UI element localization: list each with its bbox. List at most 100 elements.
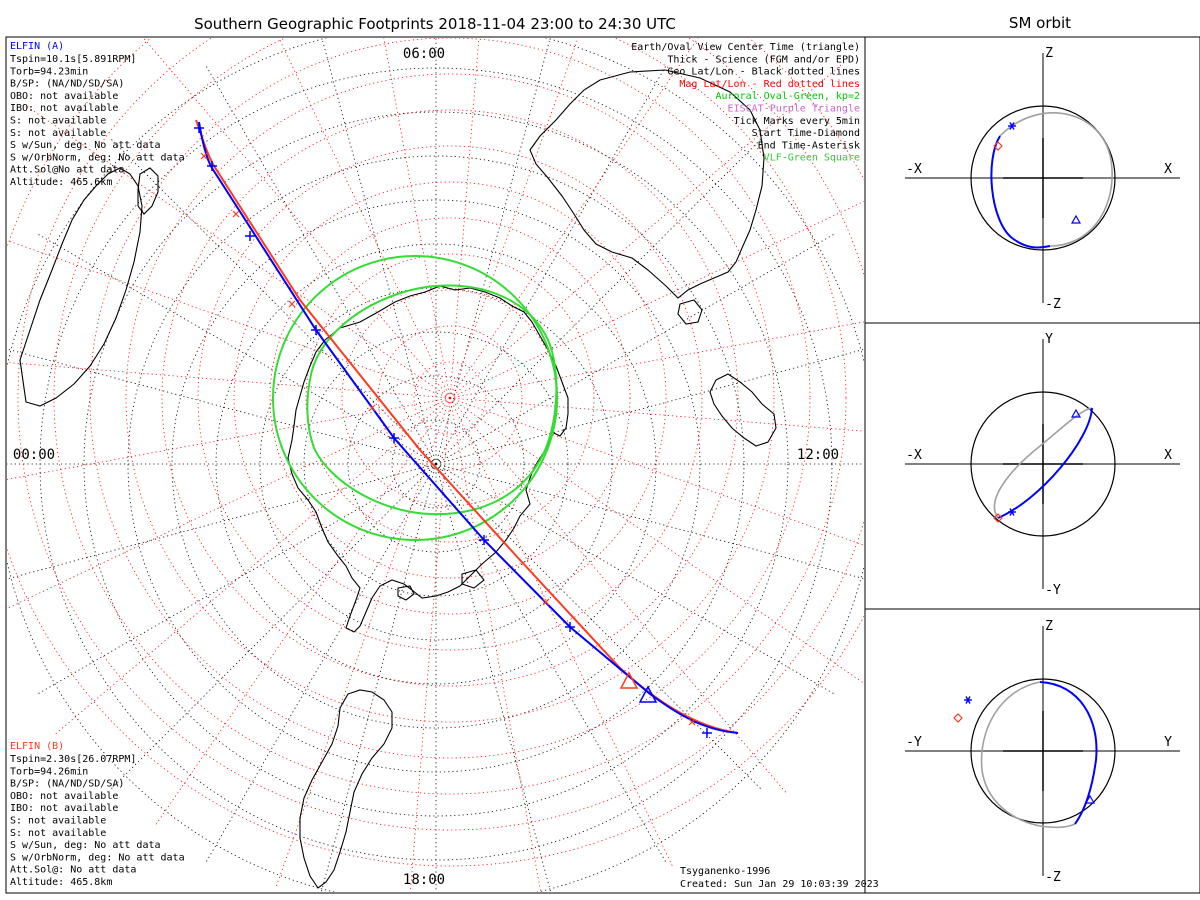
mag-lat-circle xyxy=(7,38,864,867)
orbit-axis-label-bottom: -Z xyxy=(1045,297,1061,312)
orbit-blue-path xyxy=(1039,681,1098,825)
elfin-b-title: ELFIN (B) xyxy=(10,741,64,752)
mag-lon-line xyxy=(449,397,674,868)
orbit-start-diamond xyxy=(953,713,963,723)
elfin-a-info-line: Att.Sol@No att data xyxy=(10,165,124,176)
geo-lat-circle xyxy=(391,419,481,509)
auroral-oval-inner xyxy=(306,284,558,516)
elfin-b-tick xyxy=(688,718,696,726)
mag-lon-line xyxy=(449,397,864,546)
elfin-a-info-line: OBO: not available xyxy=(10,91,118,102)
earth-circle xyxy=(970,678,1116,824)
sm-orbit-title: SM orbit xyxy=(1009,14,1071,32)
orbit-axis-label-bottom: -Y xyxy=(1045,583,1061,598)
mag-lon-line xyxy=(449,38,480,399)
legend: Earth/Oval View Center Time (triangle)Th… xyxy=(631,42,860,164)
mag-lon-line xyxy=(409,397,451,892)
orbit-blue-path xyxy=(997,407,1093,519)
geo-lat-circle xyxy=(347,375,525,553)
orbit-axis-label-bottom: -Z xyxy=(1045,870,1061,885)
orbit-view-triangle xyxy=(1070,214,1082,224)
orbit-view-triangle xyxy=(1084,794,1096,804)
legend-entry: Tick Marks every 5min xyxy=(734,116,860,127)
elfin-a-info-line: Tspin=10.1s[5.891RPM] xyxy=(10,54,136,65)
orbit-end-asterisk xyxy=(1009,508,1015,516)
mag-lon-line xyxy=(449,38,579,399)
created-label: Created: Sun Jan 29 10:03:39 2023 xyxy=(680,879,879,890)
elfin-a-title: ELFIN (A) xyxy=(10,41,64,52)
orbit-end-asterisk xyxy=(1009,122,1015,130)
geo-lon-line xyxy=(37,463,437,695)
footprint-tracks xyxy=(194,119,739,738)
elfin-b-info-line: OBO: not available xyxy=(10,791,118,802)
mag-lon-line xyxy=(449,397,864,684)
geo-lat-circle xyxy=(303,331,569,597)
falkland-coast xyxy=(461,569,485,589)
elfin-b-view-center-triangle xyxy=(619,671,639,689)
legend-entry: Geo Lat/Lon - Black dotted lines xyxy=(667,67,860,78)
geo-lat-circle xyxy=(171,199,701,729)
geo-lon-line xyxy=(205,65,437,465)
orbit-axis-label-right: X xyxy=(1164,448,1172,463)
elfin-b-info-line: S w/OrbNorm, deg: No att data xyxy=(10,852,185,863)
mag-lon-line xyxy=(7,397,451,480)
mag-lon-line xyxy=(449,38,699,399)
elfin-b-tick xyxy=(200,152,208,160)
elfin-b-info-line: Altitude: 465.8km xyxy=(10,877,112,888)
orbit-blue-path xyxy=(990,135,1051,249)
legend-entry: Earth/Oval View Center Time (triangle) xyxy=(631,42,860,53)
africa-coast xyxy=(19,167,143,407)
polar-map xyxy=(7,38,864,892)
geo-lat-circle xyxy=(83,111,789,817)
mag-lat-circle xyxy=(89,38,811,759)
orbit-gray-path xyxy=(999,112,1113,247)
mag-lon-line xyxy=(449,321,864,399)
elfin-b-info-line: Att.Sol@: No att data xyxy=(10,865,136,876)
earth-circle xyxy=(970,105,1116,251)
elfin-a-track xyxy=(198,121,739,734)
orbit-panel: Z -Z -X X xyxy=(905,46,1180,312)
geo-lon-line xyxy=(37,233,437,465)
elfin-a-info-line: S: not available xyxy=(10,116,106,127)
mag-lon-line xyxy=(53,397,451,736)
geo-lon-line xyxy=(435,463,864,580)
mag-lat-circle xyxy=(269,217,631,579)
orbit-panel: Z -Z -Y Y xyxy=(905,619,1180,885)
orbit-axis-label-top: Z xyxy=(1045,46,1053,61)
legend-entry: End Time-Asterisk xyxy=(758,140,860,151)
madagascar-coast xyxy=(137,167,159,215)
geo-lon-line xyxy=(110,463,437,790)
geo-lon-line xyxy=(435,233,835,465)
geo-lon-line xyxy=(435,463,552,892)
elfin-a-info-line: Torb=94.23min xyxy=(10,66,88,77)
mag-lon-line xyxy=(21,102,451,399)
legend-entry: VLF-Green Square xyxy=(764,153,860,164)
model-label: Tsyganenko-1996 xyxy=(680,866,770,877)
hour-labels: 06:00 00:00 12:00 18:00 xyxy=(13,46,839,888)
elfin-a-info-line: Altitude: 465.6km xyxy=(10,177,112,188)
elfin-a-info: ELFIN (A) Tspin=10.1s[5.891RPM]Torb=94.2… xyxy=(10,41,185,188)
elfin-b-tick xyxy=(288,300,296,308)
orbit-panels: Z -Z -X X Y -Y -X X Z -Z -Y Y xyxy=(905,46,1180,885)
legend-entry: Mag Lat/Lon - Red dotted lines xyxy=(679,79,860,90)
elfin-b-info: ELFIN (B) Tspin=2.30s[26.07RPM]Torb=94.2… xyxy=(10,741,185,888)
australia-coast xyxy=(529,69,765,299)
mag-lon-line xyxy=(449,397,864,432)
footer: Tsyganenko-1996 Created: Sun Jan 29 10:0… xyxy=(680,866,879,890)
orbit-end-asterisk xyxy=(965,696,971,704)
mag-lon-line xyxy=(7,239,451,399)
mag-lon-line xyxy=(449,397,788,795)
tasmania-coast xyxy=(677,299,703,325)
elfin-b-tick xyxy=(368,404,376,412)
mag-lat-circle xyxy=(53,38,847,795)
orbit-axis-label-left: -X xyxy=(906,448,922,463)
hour-label-top: 06:00 xyxy=(403,46,445,62)
geo-lon-line xyxy=(321,38,437,465)
orbit-frame xyxy=(864,36,1200,894)
geo-lat-circle xyxy=(215,243,657,685)
geo-lon-line xyxy=(435,138,762,465)
mag-lon-line xyxy=(449,397,542,892)
mag-lon-line xyxy=(7,397,451,609)
mag-grid xyxy=(7,38,864,892)
